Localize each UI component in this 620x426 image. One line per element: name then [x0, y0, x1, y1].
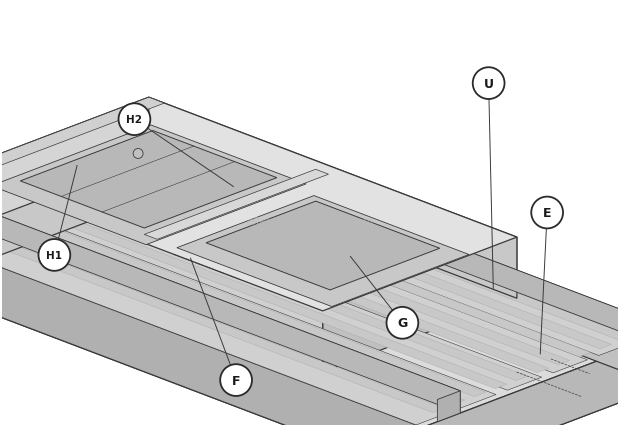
Polygon shape: [17, 191, 542, 390]
Circle shape: [531, 197, 563, 229]
Polygon shape: [0, 219, 465, 405]
Polygon shape: [0, 211, 485, 397]
Polygon shape: [0, 209, 496, 408]
Polygon shape: [0, 226, 450, 425]
Text: G: G: [397, 317, 407, 330]
Polygon shape: [101, 171, 590, 357]
Text: F: F: [232, 374, 241, 387]
Polygon shape: [206, 201, 440, 290]
Polygon shape: [0, 200, 460, 413]
Polygon shape: [0, 98, 517, 311]
Polygon shape: [0, 98, 149, 233]
Polygon shape: [38, 195, 528, 381]
Polygon shape: [0, 196, 620, 426]
Polygon shape: [322, 238, 517, 372]
Polygon shape: [60, 187, 549, 373]
Circle shape: [133, 149, 143, 159]
Text: H1: H1: [46, 250, 63, 260]
Polygon shape: [422, 337, 620, 426]
Text: H2: H2: [126, 115, 143, 125]
Polygon shape: [0, 200, 460, 400]
Polygon shape: [20, 131, 277, 228]
Polygon shape: [159, 145, 620, 386]
Text: E: E: [543, 207, 551, 219]
Polygon shape: [0, 172, 322, 372]
Text: eReplacementParts.com: eReplacementParts.com: [246, 216, 374, 227]
Circle shape: [386, 307, 418, 339]
Polygon shape: [121, 129, 620, 328]
Polygon shape: [0, 126, 306, 245]
Polygon shape: [63, 174, 587, 373]
Polygon shape: [144, 170, 329, 240]
Polygon shape: [0, 145, 159, 286]
Polygon shape: [121, 129, 144, 160]
Polygon shape: [144, 129, 620, 342]
Circle shape: [38, 239, 70, 271]
Polygon shape: [0, 145, 620, 426]
Polygon shape: [437, 391, 460, 422]
Polygon shape: [80, 179, 570, 365]
Circle shape: [472, 68, 505, 100]
Polygon shape: [149, 98, 517, 299]
Circle shape: [220, 364, 252, 396]
Polygon shape: [0, 98, 164, 178]
Polygon shape: [177, 196, 469, 307]
Polygon shape: [0, 227, 444, 412]
Polygon shape: [108, 157, 620, 356]
Text: U: U: [484, 78, 494, 90]
Polygon shape: [17, 203, 507, 389]
Polygon shape: [0, 236, 422, 426]
Circle shape: [118, 104, 150, 136]
Polygon shape: [122, 164, 611, 349]
Polygon shape: [143, 155, 620, 341]
